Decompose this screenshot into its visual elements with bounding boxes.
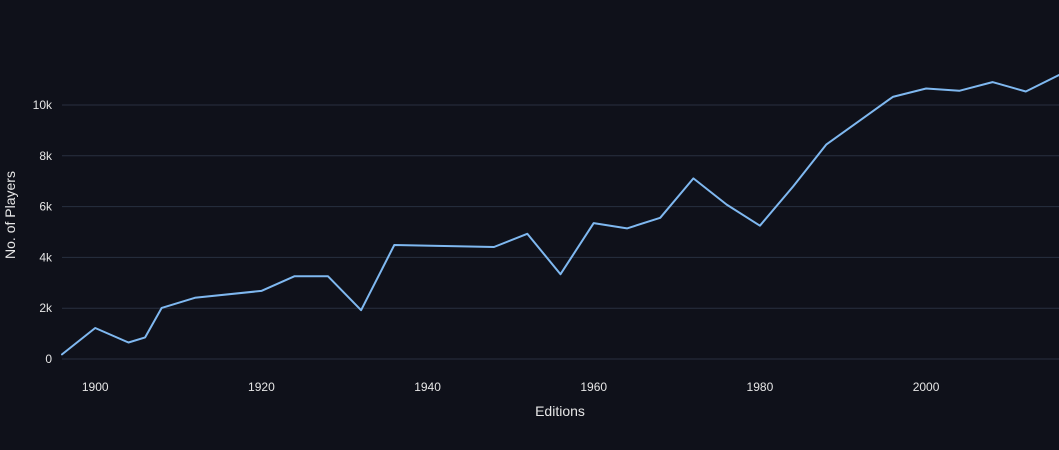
y-tick-label: 6k	[39, 200, 53, 214]
y-tick-label: 10k	[33, 98, 53, 112]
x-tick-label: 1900	[82, 380, 109, 394]
x-axis-ticks: 1900 1920 1940 1960 1980 2000	[82, 380, 940, 394]
series-line	[61, 74, 1059, 356]
x-tick-label: 1980	[747, 380, 774, 394]
y-axis-ticks: 0 2k 4k 6k 8k 10k	[33, 98, 53, 366]
x-tick-label: 1960	[580, 380, 607, 394]
y-tick-label: 0	[45, 352, 52, 366]
y-tick-label: 4k	[39, 250, 53, 264]
x-axis-title: Editions	[535, 403, 585, 419]
series-layer	[61, 74, 1059, 356]
y-tick-label: 2k	[39, 301, 53, 315]
grid-layer	[62, 104, 1059, 360]
x-tick-label: 2000	[913, 380, 940, 394]
y-tick-label: 8k	[39, 149, 53, 163]
y-axis-title: No. of Players	[2, 171, 18, 259]
x-tick-label: 1940	[414, 380, 441, 394]
x-tick-label: 1920	[248, 380, 275, 394]
